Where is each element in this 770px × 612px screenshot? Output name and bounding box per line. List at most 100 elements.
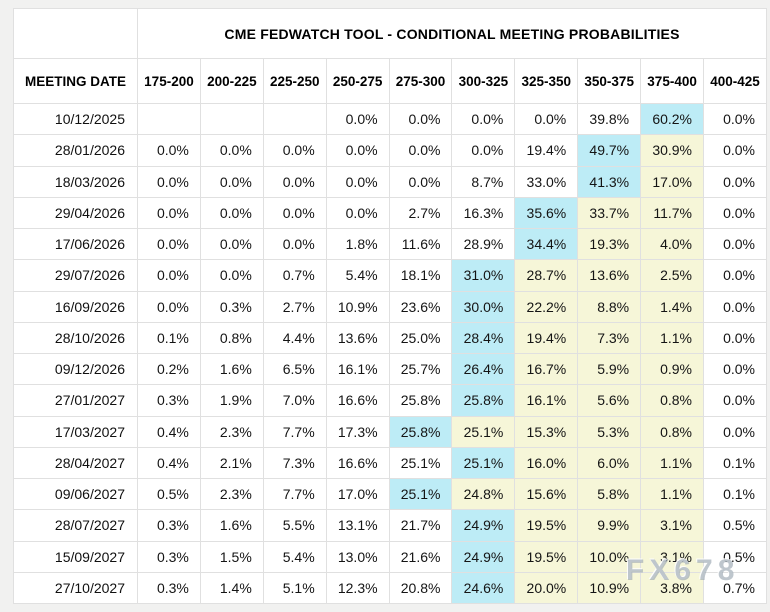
probability-cell: 0.0% — [703, 352, 768, 386]
probability-cell: 5.9% — [577, 352, 642, 386]
table-row: 28/04/2027 0.4% 2.1% 7.3% 16.6% 25.1% 25.1% 16.… — [13, 446, 768, 480]
probability-cell: 10.9% — [577, 571, 642, 605]
probability-cell: 0.3% — [137, 571, 201, 605]
probability-cell: 1.8% — [325, 227, 390, 261]
table-row: 10/12/2025 0.0% 0.0% 0.0% 0.0% 39.8% 60.2% 0.0% — [13, 102, 768, 136]
probability-cell: 20.0% — [514, 571, 579, 605]
probability-cell: 30.0% — [451, 290, 516, 323]
probability-cell: 19.5% — [514, 540, 579, 573]
probability-cell: 0.0% — [703, 259, 768, 292]
probability-cell: 0.0% — [199, 227, 264, 261]
probability-cell: 0.0% — [703, 384, 768, 417]
probability-cell: 28.7% — [514, 259, 579, 292]
meeting-date-cell: 10/12/2025 — [13, 102, 138, 136]
probability-cell: 0.3% — [137, 509, 201, 542]
probability-cell: 5.4% — [325, 259, 390, 292]
probability-cell: 0.0% — [451, 102, 516, 136]
probability-cell: 25.1% — [388, 477, 453, 511]
probability-cell: 0.3% — [137, 540, 201, 573]
table-row: 15/09/2027 0.3% 1.5% 5.4% 13.0% 21.6% 24.9% 19.… — [13, 540, 768, 573]
probability-cell: 0.0% — [703, 415, 768, 448]
meeting-date-header: MEETING DATE — [13, 58, 138, 104]
table-row: 28/01/2026 0.0% 0.0% 0.0% 0.0% 0.0% 0.0% 19.4% 4… — [13, 134, 768, 167]
probability-cell: 0.1% — [137, 321, 201, 355]
probability-cell: 19.3% — [577, 227, 642, 261]
rate-range-header: 200-225 — [199, 58, 264, 104]
probability-cell: 0.0% — [137, 134, 201, 167]
probability-cell: 2.5% — [640, 259, 705, 292]
probability-cell: 25.8% — [388, 415, 453, 448]
probability-cell: 0.8% — [640, 415, 705, 448]
probability-cell: 35.6% — [514, 196, 579, 230]
probability-cell: 1.9% — [199, 384, 264, 417]
rate-range-header: 300-325 — [451, 58, 516, 104]
probability-cell: 0.1% — [703, 477, 768, 511]
table-row: 09/12/2026 0.2% 1.6% 6.5% 16.1% 25.7% 26.4% 16.… — [13, 352, 768, 386]
probability-cell: 11.7% — [640, 196, 705, 230]
rate-range-header: 225-250 — [262, 58, 327, 104]
probability-cell: 16.6% — [325, 446, 390, 480]
probability-cell: 10.9% — [325, 290, 390, 323]
probability-cell: 0.7% — [703, 571, 768, 605]
probability-cell: 23.6% — [388, 290, 453, 323]
probability-cell: 0.0% — [703, 290, 768, 323]
probability-cell: 24.6% — [451, 571, 516, 605]
probability-cell: 13.6% — [325, 321, 390, 355]
probability-cell: 17.0% — [325, 477, 390, 511]
probability-cell: 25.8% — [451, 384, 516, 417]
probability-cell: 16.1% — [325, 352, 390, 386]
probability-cell: 41.3% — [577, 165, 642, 198]
probability-cell: 2.3% — [199, 415, 264, 448]
probability-cell: 25.1% — [451, 415, 516, 448]
probability-cell: 22.2% — [514, 290, 579, 323]
meeting-date-cell: 27/10/2027 — [13, 571, 138, 605]
probability-cell: 21.7% — [388, 509, 453, 542]
probability-cell: 7.7% — [262, 477, 327, 511]
table-row: 18/03/2026 0.0% 0.0% 0.0% 0.0% 0.0% 8.7% 33.0% 4… — [13, 165, 768, 198]
meeting-date-cell: 28/01/2026 — [13, 134, 138, 167]
probability-cell: 0.7% — [262, 259, 327, 292]
rate-range-header: 275-300 — [388, 58, 453, 104]
probability-cell: 2.7% — [388, 196, 453, 230]
rate-range-header: 250-275 — [325, 58, 390, 104]
probability-cell: 7.3% — [577, 321, 642, 355]
probability-cell: 16.6% — [325, 384, 390, 417]
probability-cell: 17.3% — [325, 415, 390, 448]
probability-cell: 3.1% — [640, 540, 705, 573]
probability-cell: 15.3% — [514, 415, 579, 448]
probability-cell: 26.4% — [451, 352, 516, 386]
probability-cell: 17.0% — [640, 165, 705, 198]
table-row: 16/09/2026 0.0% 0.3% 2.7% 10.9% 23.6% 30.0% 22.… — [13, 290, 768, 323]
probability-cell: 0.0% — [703, 196, 768, 230]
table-row: 28/10/2026 0.1% 0.8% 4.4% 13.6% 25.0% 28.4% 19.… — [13, 321, 768, 355]
table-row: 28/07/2027 0.3% 1.6% 5.5% 13.1% 21.7% 24.9% 19.… — [13, 509, 768, 542]
probability-cell: 0.0% — [137, 227, 201, 261]
probability-cell: 18.1% — [388, 259, 453, 292]
meeting-date-cell: 28/10/2026 — [13, 321, 138, 355]
probability-cell: 2.7% — [262, 290, 327, 323]
probability-cell: 7.0% — [262, 384, 327, 417]
probability-cell — [199, 102, 264, 136]
probability-cell: 16.7% — [514, 352, 579, 386]
probability-cell: 0.0% — [137, 259, 201, 292]
probability-cell: 0.0% — [325, 102, 390, 136]
probability-cell: 0.4% — [137, 446, 201, 480]
probability-cell: 0.0% — [703, 134, 768, 167]
table-row: 27/01/2027 0.3% 1.9% 7.0% 16.6% 25.8% 25.8% 16.… — [13, 384, 768, 417]
probability-cell: 39.8% — [577, 102, 642, 136]
corner-cell — [13, 8, 138, 59]
probability-cell: 7.7% — [262, 415, 327, 448]
probability-cell: 0.0% — [262, 134, 327, 167]
probability-cell: 28.9% — [451, 227, 516, 261]
rate-range-header: 175-200 — [137, 58, 201, 104]
probability-cell: 16.3% — [451, 196, 516, 230]
probability-cell: 0.9% — [640, 352, 705, 386]
probability-cell: 0.0% — [388, 134, 453, 167]
probability-cell: 12.3% — [325, 571, 390, 605]
probability-cell: 0.0% — [199, 165, 264, 198]
probability-cell: 0.5% — [137, 477, 201, 511]
probability-cell: 0.0% — [137, 290, 201, 323]
meeting-date-cell: 17/06/2026 — [13, 227, 138, 261]
probability-cell: 4.0% — [640, 227, 705, 261]
probability-cell: 19.5% — [514, 509, 579, 542]
